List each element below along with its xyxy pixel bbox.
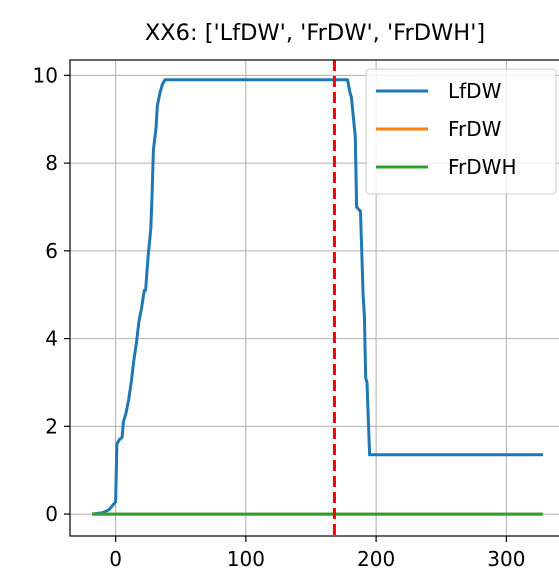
chart-title: XX6: ['LfDW', 'FrDW', 'FrDWH'] — [145, 20, 485, 46]
x-axis: 0 100 200 300 — [109, 536, 525, 571]
x-tick-label: 200 — [357, 547, 395, 571]
x-tick-label: 300 — [487, 547, 525, 571]
series-line-lfdw — [91, 78, 543, 516]
x-tick-label: 0 — [109, 547, 122, 571]
axes-frame — [69, 59, 559, 537]
y-tick-label: 8 — [45, 151, 58, 175]
x-tick-label: 100 — [227, 547, 265, 571]
plot-area — [91, 60, 543, 536]
legend: LfDW FrDW FrDWH — [365, 68, 557, 195]
y-tick-label: 0 — [45, 502, 58, 526]
y-tick-label: 2 — [45, 414, 58, 438]
y-tick-label: 4 — [45, 327, 58, 351]
legend-box — [365, 68, 557, 195]
y-axis: 0 2 4 6 8 10 — [33, 63, 70, 526]
legend-label-lfdw: LfDW — [448, 79, 502, 103]
legend-label-frdw: FrDW — [448, 117, 502, 141]
y-tick-label: 6 — [45, 239, 58, 263]
legend-label-frdwh: FrDWH — [448, 155, 517, 179]
y-tick-label: 10 — [33, 63, 58, 87]
